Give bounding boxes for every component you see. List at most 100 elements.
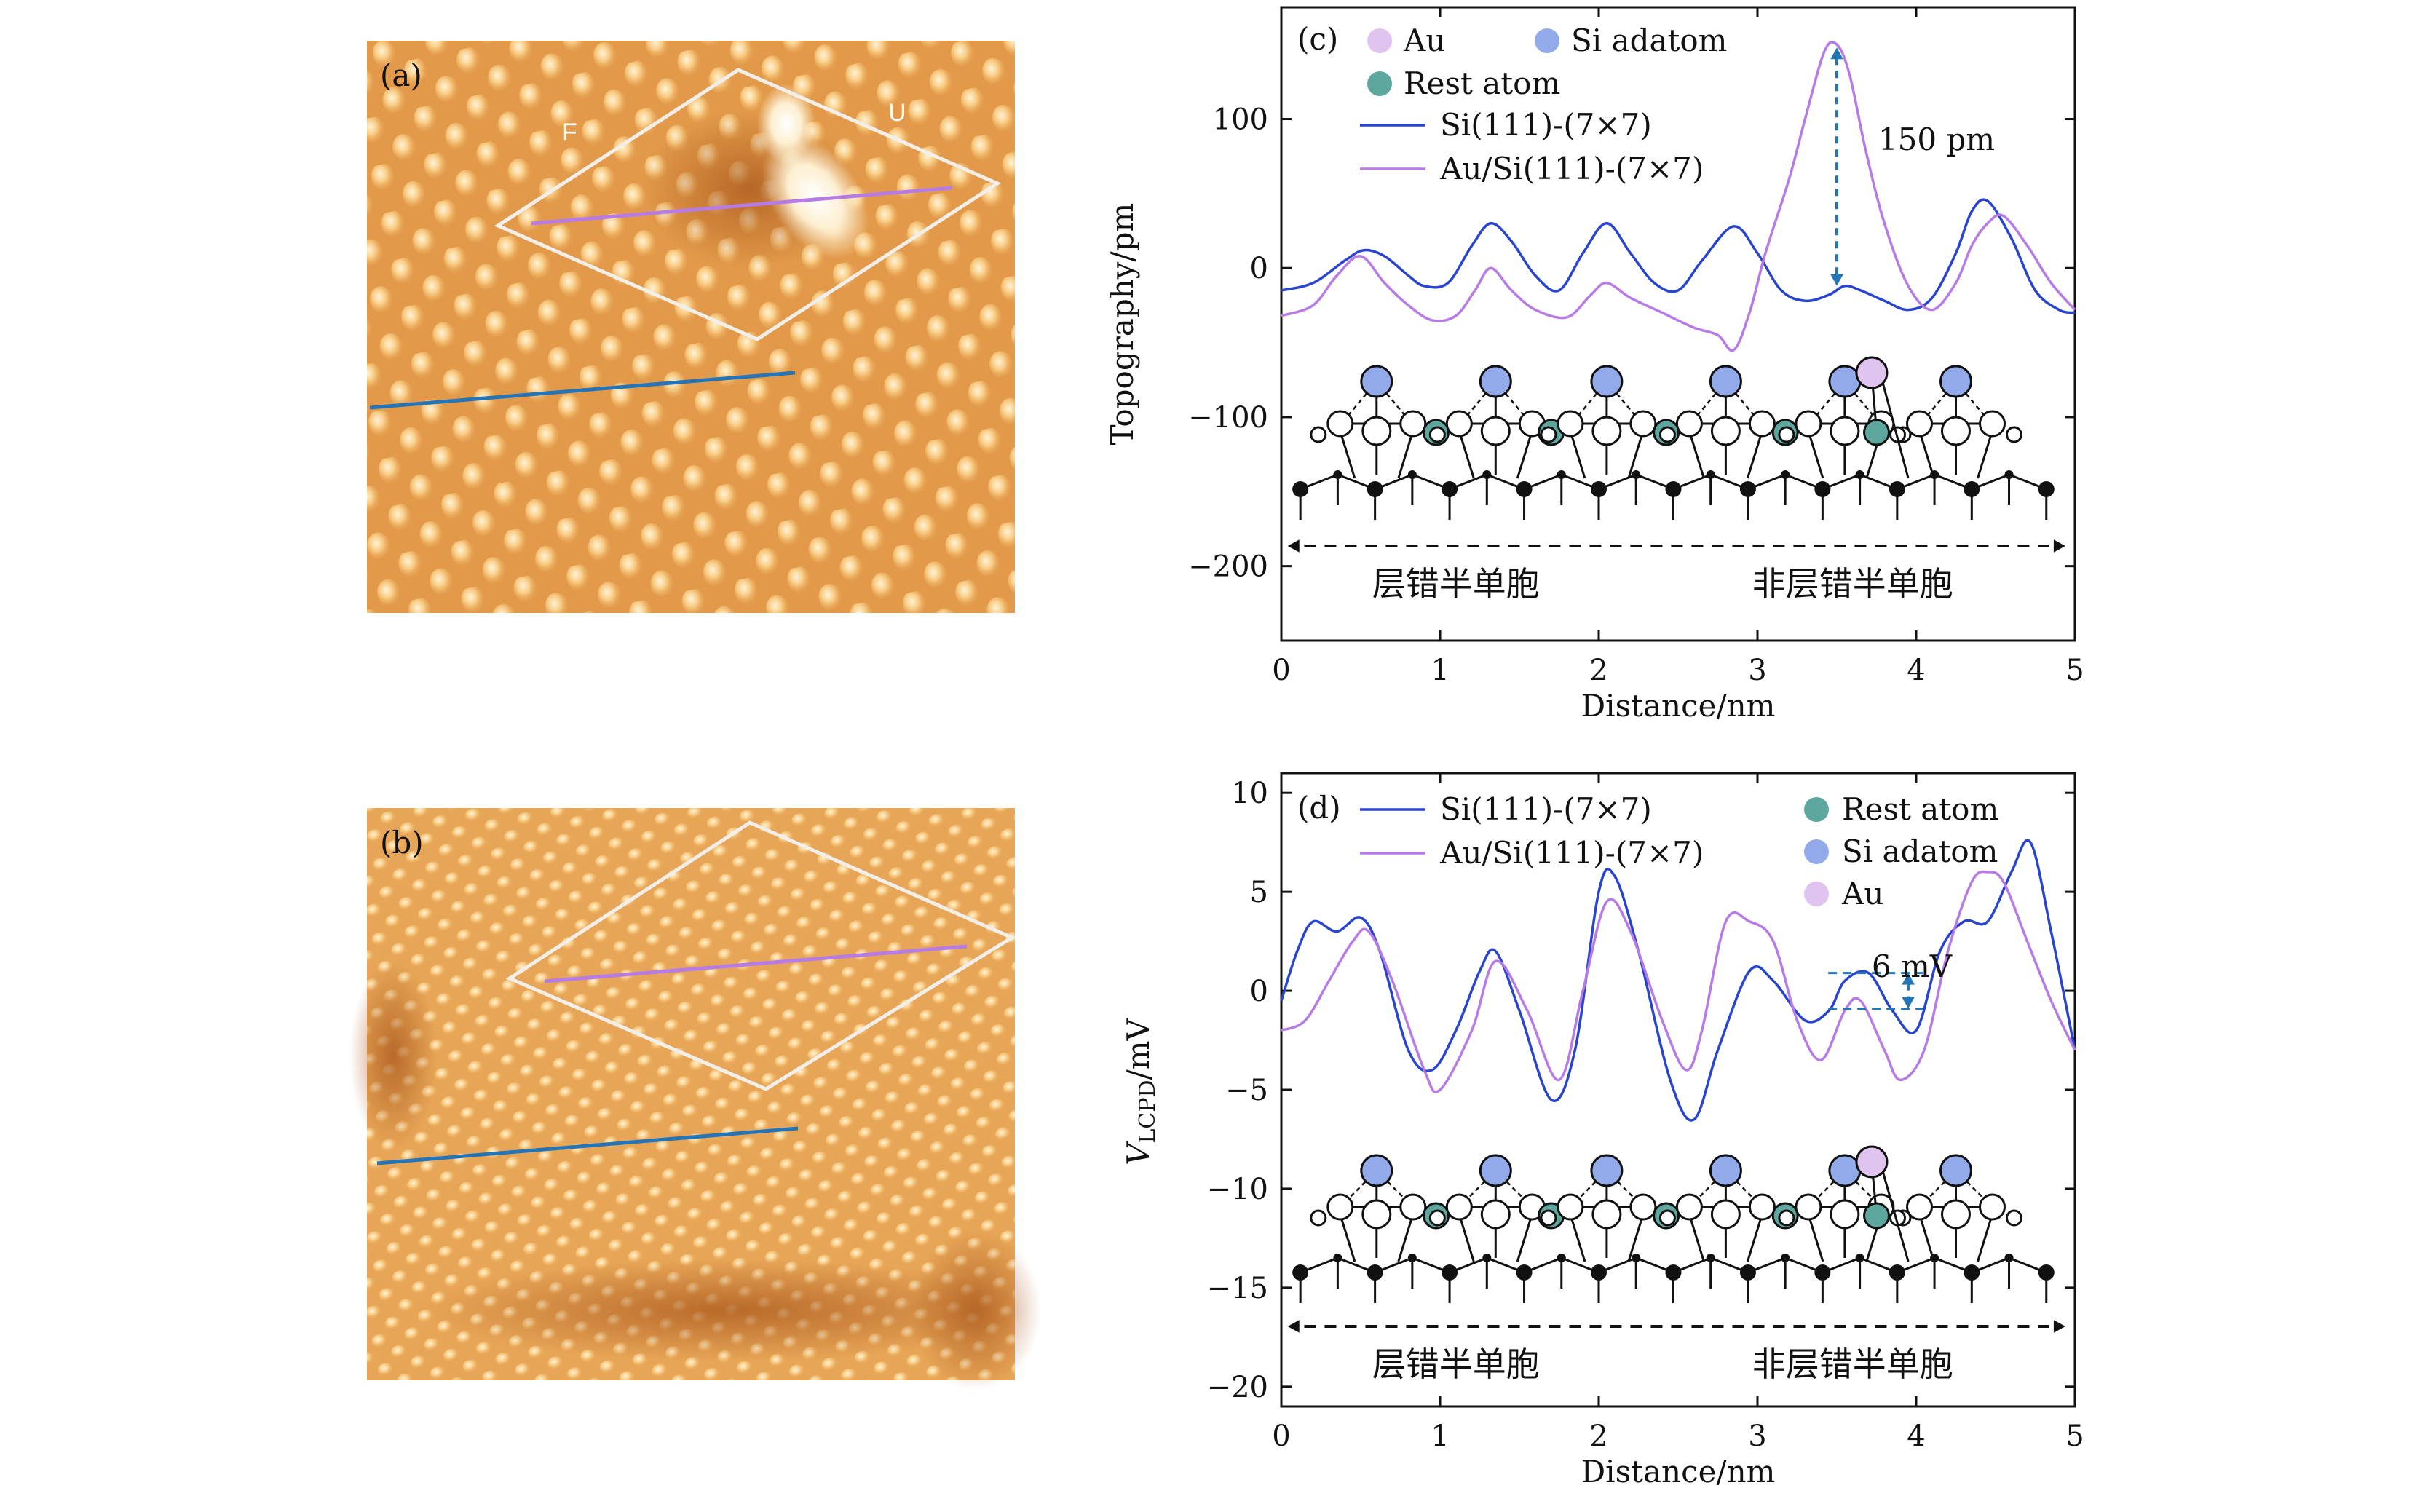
- substrate-atom: [1964, 481, 1980, 497]
- ring-atom: [1748, 410, 1776, 438]
- au-bond: [1879, 1163, 1910, 1262]
- ring-bond: [1397, 1214, 1415, 1262]
- y-axis-title: VLCPD/mV: [1120, 1018, 1160, 1165]
- ring-atom: [1710, 416, 1741, 446]
- image-b-label: (b): [380, 825, 424, 860]
- image-a-letter-u: U: [888, 99, 906, 127]
- ring-atom: [1675, 410, 1703, 438]
- ring-atom-small: [2006, 426, 2022, 443]
- scan-line-purple-b: [544, 944, 968, 983]
- au-bond: [1879, 373, 1910, 479]
- legend-marker-au: [1367, 28, 1392, 53]
- series-line-au: [1281, 40, 2076, 352]
- substrate-atom: [1889, 1264, 1905, 1281]
- atomic-structure-schematic: [1292, 1145, 2055, 1303]
- adatom-bond-dashed: [1926, 1170, 1957, 1200]
- ring-atom: [1480, 416, 1511, 446]
- ring-bond: [1688, 430, 1705, 479]
- ring-atom-small: [1428, 426, 1446, 443]
- ring-atom: [1399, 410, 1427, 438]
- ring-atom: [1629, 410, 1657, 438]
- ring-bond: [1458, 430, 1475, 479]
- ring-atom: [1795, 410, 1822, 438]
- region-label-unfaulted: 非层错半单胞: [1752, 1345, 1953, 1384]
- substrate-atom: [1482, 1254, 1492, 1262]
- ring-bond: [1807, 1214, 1824, 1262]
- legend-label-si-adatom: Si adatom: [1571, 23, 1728, 58]
- ring-atom: [1675, 1193, 1703, 1221]
- rest-atom: [1863, 1202, 1890, 1230]
- substrate-atom: [1442, 1264, 1458, 1281]
- x-tick-label: 2: [1589, 1420, 1607, 1453]
- ring-atom: [1480, 1199, 1511, 1230]
- ring-atom-small: [1310, 1209, 1327, 1227]
- ring-atom: [1557, 410, 1584, 438]
- kpfm-dark-left-b: [349, 961, 437, 1150]
- x-tick-label: 0: [1272, 1420, 1290, 1453]
- scan-line-purple-a: [531, 186, 953, 226]
- substrate-atom: [2004, 470, 2014, 479]
- adatom-bond-dashed: [1346, 1170, 1377, 1200]
- adatom-bond-dashed: [1375, 1170, 1407, 1200]
- legend-label-si-series: Si(111)-(7×7): [1440, 791, 1652, 827]
- ring-atom: [1326, 1193, 1354, 1221]
- si-adatom: [1939, 365, 1972, 398]
- y-tick-label: −5: [1225, 1074, 1268, 1107]
- stm-image-a: (a) F U: [367, 41, 1015, 613]
- legend-label-si-adatom: Si adatom: [1842, 834, 1998, 869]
- substrate-atom: [1407, 470, 1417, 479]
- ring-atom: [1941, 1199, 1971, 1230]
- substrate-atom: [1292, 1264, 1309, 1281]
- si-adatom: [1360, 365, 1393, 398]
- ring-atom: [1941, 416, 1971, 446]
- x-tick-label: 3: [1748, 654, 1766, 687]
- ring-atom-small: [1428, 1209, 1446, 1227]
- y-tick-label: −20: [1207, 1371, 1268, 1404]
- substrate-atom: [1367, 1264, 1383, 1281]
- x-tick-label: 1: [1431, 654, 1449, 687]
- series-line-si: [1280, 839, 2076, 1122]
- unit-cell-a: [494, 68, 1002, 341]
- si-adatom: [1360, 1154, 1393, 1187]
- ring-atom-small: [1778, 426, 1795, 443]
- si-adatom: [1590, 365, 1624, 398]
- si-adatom: [1590, 1154, 1624, 1187]
- substrate-atom: [1814, 481, 1831, 497]
- substrate-atom: [1591, 481, 1607, 497]
- au-atom: [1855, 1145, 1889, 1179]
- x-tick-label: 2: [1589, 654, 1607, 687]
- substrate-atom: [1781, 1254, 1790, 1262]
- ring-atom: [1399, 1193, 1427, 1221]
- panel-tag-c: (c): [1297, 21, 1338, 57]
- ring-bond: [1397, 430, 1415, 479]
- legend-label-au-series: Au/Si(111)-(7×7): [1439, 835, 1704, 871]
- legend-label-au-series: Au/Si(111)-(7×7): [1439, 151, 1704, 186]
- au-bright-spot-a2: [757, 84, 815, 164]
- substrate-atom: [1482, 470, 1492, 479]
- y-tick-label: −10: [1207, 1173, 1268, 1206]
- ring-atom: [1979, 410, 2006, 438]
- ring-atom: [1361, 416, 1392, 446]
- region-arrow-head-right: [2053, 1320, 2065, 1333]
- ring-bond: [1569, 430, 1586, 479]
- y-tick-label: 5: [1250, 876, 1268, 909]
- legend-marker-rest-atom: [1804, 797, 1829, 822]
- ring-bond: [1807, 430, 1824, 479]
- substrate-atom: [1781, 470, 1790, 479]
- legend-marker-si-adatom: [1804, 839, 1829, 864]
- series-line-si: [1281, 198, 2076, 314]
- substrate-atom: [1706, 1254, 1715, 1262]
- ring-atom: [1361, 1199, 1392, 1230]
- ring-bond: [1458, 1214, 1475, 1262]
- ring-atom: [1445, 410, 1473, 438]
- panel-tag-d: (d): [1297, 790, 1341, 826]
- substrate-atom: [2004, 1254, 2014, 1262]
- adatom-bond-dashed: [1815, 1170, 1846, 1200]
- si-adatom: [1709, 1154, 1742, 1187]
- y-tick-label: 10: [1231, 777, 1268, 810]
- x-tick-label: 4: [1907, 1420, 1925, 1453]
- scan-line-blue-a: [369, 371, 796, 410]
- ring-bond: [1977, 1214, 1993, 1262]
- y-axis-title-sub: LCPD: [1135, 1080, 1160, 1143]
- ring-bond: [1339, 430, 1356, 479]
